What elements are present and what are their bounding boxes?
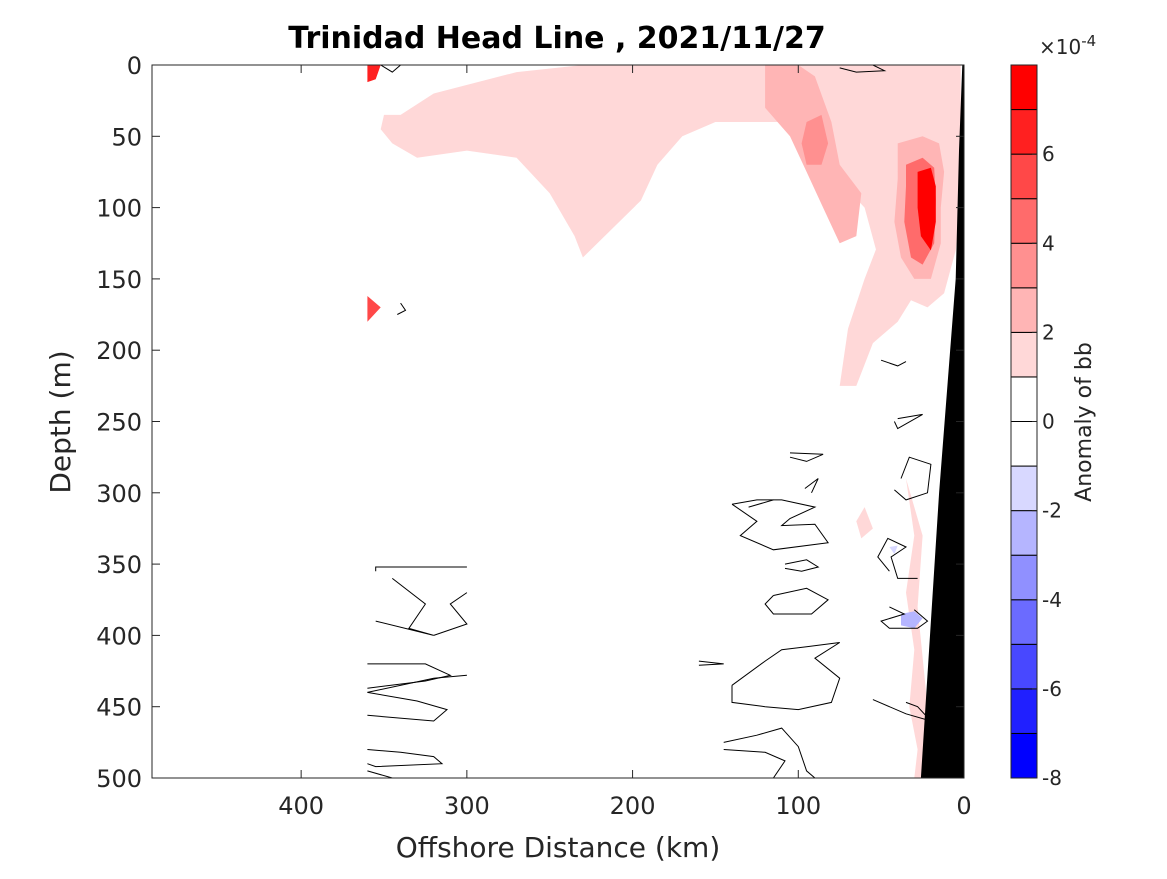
y-axis: 0 50 100 150 200 250 300 350 400 450 500	[96, 52, 964, 793]
zero-contour-line-2	[433, 592, 468, 636]
contour-region-positive-anomaly-inshore-core	[917, 167, 936, 251]
zero-contour-line-8	[731, 499, 829, 551]
colorbar-level-12	[1010, 198, 1038, 244]
zero-contour-line-1	[375, 578, 434, 636]
zero-contour-line-21	[877, 537, 918, 579]
y-tick-label-100: 100	[96, 195, 142, 223]
zero-contour-line-22	[894, 456, 932, 501]
zero-contour-line-0	[375, 566, 467, 572]
colorbar-level-5	[1010, 510, 1038, 556]
colorbar-exponent-power: -4	[1081, 32, 1096, 50]
colorbar-level-10	[1010, 287, 1038, 333]
y-tick-label-300: 300	[96, 480, 142, 508]
colorbar-level-15	[1010, 64, 1038, 111]
colorbar-level-9	[1010, 331, 1038, 378]
zero-contour-line-16	[723, 727, 816, 778]
y-tick-label-50: 50	[111, 123, 142, 151]
colorbar-tick-label--8: -8	[1042, 766, 1062, 790]
zero-contour-line-15	[731, 642, 841, 711]
zero-contour-line-12	[784, 559, 820, 572]
colorbar-level-13	[1010, 153, 1038, 200]
colorbar-level-4	[1010, 554, 1038, 601]
y-tick-label-250: 250	[96, 409, 142, 437]
bathymetry-mask	[920, 65, 964, 778]
zero-contour-lines	[367, 65, 933, 778]
y-tick-label-0: 0	[127, 52, 142, 80]
contour-region-positive-anomaly-offshore-top	[367, 65, 381, 83]
contour-region-positive-anomaly-patch	[856, 507, 873, 539]
zero-contour-line-20	[893, 413, 923, 430]
x-tick-label-0: 0	[956, 792, 971, 820]
colorbar-level-14	[1010, 109, 1038, 155]
x-axis: 400 300 200 100 0	[278, 65, 972, 820]
zero-contour-line-25	[880, 359, 907, 367]
zero-contour-line-5	[367, 691, 449, 722]
y-tick-label-500: 500	[96, 765, 142, 793]
y-tick-label-350: 350	[96, 551, 142, 579]
contour-region-negative-anomaly-small	[889, 545, 898, 555]
zero-contour-line-14	[698, 660, 724, 666]
zero-contour-line-7	[367, 770, 393, 778]
zero-contour-line-23	[880, 606, 929, 629]
x-tick-label-100: 100	[775, 792, 821, 820]
contour-region-positive-anomaly-offshore-mid	[367, 296, 381, 322]
zero-contour-line-18	[380, 65, 401, 73]
y-tick-label-150: 150	[96, 266, 142, 294]
contour-region-positive-anomaly-offshore-midcore	[801, 114, 829, 165]
colorbar-level-0	[1010, 732, 1038, 779]
colorbar-level-7	[1010, 421, 1038, 467]
contour-region-negative-anomaly	[901, 611, 923, 629]
colorbar-tick-label--2: -2	[1042, 499, 1062, 523]
colorbar-tick-label--6: -6	[1042, 677, 1062, 701]
x-tick-label-200: 200	[610, 792, 656, 820]
colorbar-level-2	[1010, 643, 1038, 690]
seafloor-bathymetry	[920, 65, 964, 778]
zero-contour-line-11	[804, 478, 819, 494]
x-axis-label: Offshore Distance (km)	[396, 831, 721, 864]
y-tick-label-400: 400	[96, 622, 142, 650]
colorbar-tick-label-0: 0	[1042, 410, 1055, 434]
zero-contour-line-3	[367, 663, 452, 689]
colorbar-level-11	[1010, 242, 1038, 289]
colorbar-tick-label-2: 2	[1042, 320, 1055, 344]
colorbar-tick-label-4: 4	[1042, 231, 1055, 255]
x-tick-label-300: 300	[444, 792, 490, 820]
colorbar-tick-label--4: -4	[1042, 588, 1062, 612]
zero-contour-line-10	[789, 452, 824, 462]
colorbar-exponent-base: ×10	[1039, 35, 1081, 59]
colorbar-level-6	[1010, 465, 1038, 512]
plot-area: 400 300 200 100 0 0 50 100 150 200 250 300 350 400 45…	[96, 52, 971, 820]
zero-contour-line-19	[397, 302, 407, 315]
colorbar-tick-label-6: 6	[1042, 142, 1055, 166]
colorbar-exponent: ×10-4	[1039, 32, 1096, 59]
colorbar-ticks: -8 -6 -4 -2 0 2 4 6	[1032, 142, 1062, 790]
colorbar-level-1	[1010, 688, 1038, 734]
zero-contour-line-13	[764, 587, 829, 615]
y-tick-label-450: 450	[96, 694, 142, 722]
y-axis-label: Depth (m)	[44, 350, 77, 493]
y-tick-label-200: 200	[96, 337, 142, 365]
zero-contour-line-4	[367, 674, 467, 693]
colorbar-level-8	[1010, 376, 1038, 422]
colorbar-label: Anomaly of bb	[1072, 342, 1097, 502]
zero-contour-line-6	[367, 749, 444, 768]
zero-contour-line-17	[839, 65, 887, 73]
filled-contours	[367, 65, 961, 778]
chart-title: Trinidad Head Line , 2021/11/27	[288, 21, 825, 56]
colorbar-level-3	[1010, 599, 1038, 645]
x-tick-label-400: 400	[278, 792, 324, 820]
zero-contour-line-9	[748, 499, 774, 508]
